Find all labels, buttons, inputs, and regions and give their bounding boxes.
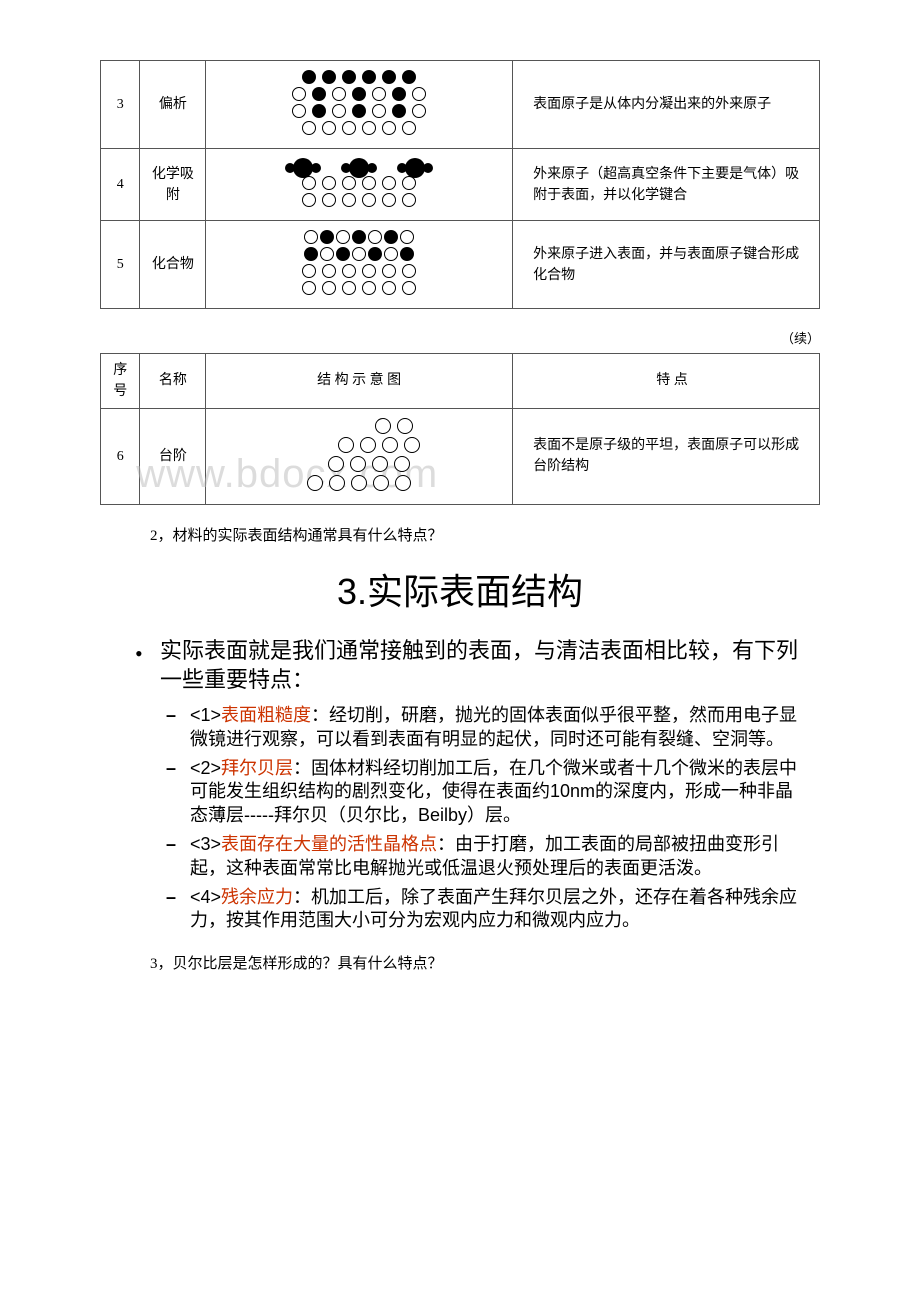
continued-label: （续） (40, 329, 820, 349)
table-row: 5 化合物 外来原子进入表面，并与表面原子键合形成化合物 (101, 221, 820, 309)
point-tag: <2> (190, 758, 221, 778)
table-row: 6 台阶 www.bdocx.com 表面不是原子级的平坦，表面原子可以形成台阶… (101, 408, 820, 504)
list-item: <1>表面粗糙度：经切削，研磨，抛光的固体表面似乎很平整，然而用电子显微镜进行观… (190, 704, 810, 751)
structure-table-2: 序号 名称 结 构 示 意 图 特 点 6 台阶 www.bdocx.com 表… (100, 353, 820, 505)
list-item: <2>拜尔贝层：固体材料经切削加工后，在几个微米或者十几个微米的表层中可能发生组… (190, 757, 810, 827)
table-row: 4 化学吸附 外来原子（超高真空条件下主要是气体）吸附于表面，并以化学键合 (101, 149, 820, 221)
cell-name: 偏析 (140, 61, 206, 149)
question-3: 3，贝尔比层是怎样形成的？具有什么特点？ (150, 953, 880, 976)
cell-num: 5 (101, 221, 140, 309)
cell-diagram: www.bdocx.com (206, 408, 513, 504)
point-title: 表面存在大量的活性晶格点 (221, 834, 437, 854)
point-tag: <1> (190, 705, 221, 725)
section-heading: 3.实际表面结构 (40, 565, 880, 619)
point-tag: <3> (190, 834, 221, 854)
dot-row (292, 70, 426, 84)
cell-num: 6 (101, 408, 140, 504)
table-row: 3 偏析 表面原子是从体内分凝出来的外来原子 (101, 61, 820, 149)
header-name: 名称 (140, 353, 206, 408)
diagram-chemisorption (287, 155, 431, 210)
point-title: 表面粗糙度 (221, 705, 311, 725)
cell-name: 化学吸附 (140, 149, 206, 221)
cell-name: 化合物 (140, 221, 206, 309)
diagram-compound (302, 227, 416, 298)
dot-row (368, 418, 420, 434)
bullet-icon: • (135, 637, 143, 670)
cell-num: 3 (101, 61, 140, 149)
dot-row (292, 104, 426, 118)
list-item: <3>表面存在大量的活性晶格点：由于打磨，加工表面的局部被扭曲变形引起，这种表面… (190, 833, 810, 880)
diagram-segregation (292, 67, 426, 138)
dot-row (287, 176, 431, 190)
cell-num: 4 (101, 149, 140, 221)
point-list: <1>表面粗糙度：经切削，研磨，抛光的固体表面似乎很平整，然而用电子显微镜进行观… (190, 704, 810, 933)
dot-row (287, 193, 431, 207)
cell-diagram (206, 61, 513, 149)
cell-diagram (206, 221, 513, 309)
question-2: 2，材料的实际表面结构通常具有什么特点？ (150, 525, 880, 548)
dot-row (338, 437, 420, 453)
cell-desc: 外来原子进入表面，并与表面原子键合形成化合物 (513, 221, 820, 309)
dot-row (318, 456, 420, 472)
header-diagram: 结 构 示 意 图 (206, 353, 513, 408)
table-2: 序号 名称 结 构 示 意 图 特 点 6 台阶 www.bdocx.com 表… (100, 353, 820, 505)
cell-desc: 表面原子是从体内分凝出来的外来原子 (513, 61, 820, 149)
dot-row (302, 264, 416, 278)
intro-wrap: • 实际表面就是我们通常接触到的表面，与清洁表面相比较，有下列一些重要特点： (40, 637, 880, 694)
point-tag: <4> (190, 887, 221, 907)
dot-row (302, 281, 416, 295)
cell-desc: 表面不是原子级的平坦，表面原子可以形成台阶结构 (513, 408, 820, 504)
header-num: 序号 (101, 353, 140, 408)
table-1: 3 偏析 表面原子是从体内分凝出来的外来原子 4 化学吸附 (100, 60, 820, 309)
cell-desc: 外来原子（超高真空条件下主要是气体）吸附于表面，并以化学键合 (513, 149, 820, 221)
dot-row (302, 247, 416, 261)
dot-row (292, 121, 426, 135)
structure-table-1: 3 偏析 表面原子是从体内分凝出来的外来原子 4 化学吸附 (100, 60, 820, 309)
dot-row (302, 230, 416, 244)
header-feature: 特 点 (513, 353, 820, 408)
diagram-step (298, 415, 420, 494)
point-title: 拜尔贝层 (221, 758, 293, 778)
list-item: <4>残余应力：机加工后，除了表面产生拜尔贝层之外，还存在着各种残余应力，按其作… (190, 886, 810, 933)
table-header-row: 序号 名称 结 构 示 意 图 特 点 (101, 353, 820, 408)
cell-name: 台阶 (140, 408, 206, 504)
dot-row (292, 87, 426, 101)
cell-diagram (206, 149, 513, 221)
dot-row (287, 158, 431, 173)
intro-text: 实际表面就是我们通常接触到的表面，与清洁表面相比较，有下列一些重要特点： (160, 637, 810, 694)
point-title: 残余应力 (221, 887, 293, 907)
dot-row (298, 475, 420, 491)
